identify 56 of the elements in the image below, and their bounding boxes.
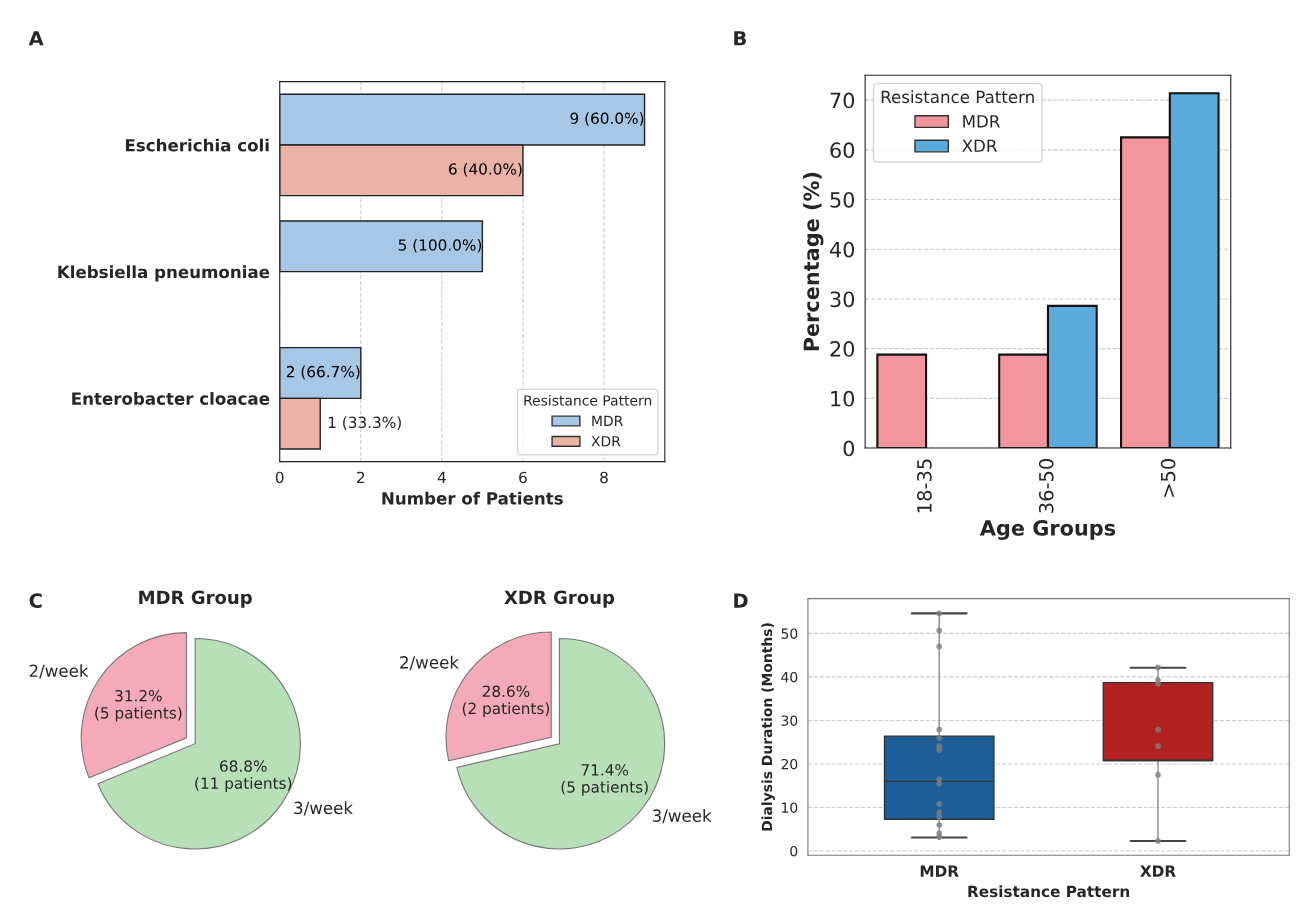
x-tick-label: 6 — [519, 471, 527, 484]
bar — [876, 353, 928, 449]
y-tick-label: 10 — [831, 390, 855, 407]
y-tick-label: 10 — [782, 802, 798, 813]
legend-label: XDR — [962, 139, 997, 152]
x-axis-title: Resistance Pattern — [968, 885, 1130, 898]
data-label: 68.8% (11 patients) — [195, 760, 292, 792]
data-label: 5 (100.0%) — [398, 238, 482, 253]
x-tick-label: 2 — [357, 471, 365, 483]
data-label: 6 (40.0%) — [448, 162, 522, 177]
legend-label: MDR — [592, 415, 623, 426]
text: A — [28, 31, 44, 46]
legend-label: XDR — [591, 436, 621, 447]
x-tick-label: 8 — [600, 471, 608, 484]
slice-label: 3/week — [652, 809, 712, 824]
y-tick-label: 20 — [781, 758, 798, 770]
y-tick-label: 40 — [829, 241, 855, 258]
data-label: 31.2% (5 patients) — [95, 689, 182, 722]
data-label: 9 (60.0%) — [570, 112, 644, 126]
y-tick-label: Enterobacter cloacae — [72, 391, 270, 405]
y-tick-label: 0 — [843, 440, 855, 457]
data-label: 71.4% (5 patients) — [561, 764, 648, 796]
y-tick-label: 70 — [830, 92, 855, 109]
data-label: 28.6% (2 patients) — [462, 685, 550, 718]
data-label: 2 (66.7%) — [286, 365, 360, 380]
x-tick-label: >50 — [1160, 459, 1176, 497]
y-tick-label: 50 — [781, 628, 798, 639]
y-tick-label: 30 — [830, 291, 855, 308]
x-tick-label: 0 — [275, 471, 284, 484]
slice-label: 2/week — [29, 664, 89, 679]
slice-label: 3/week — [294, 801, 353, 816]
y-axis-title: Percentage (%) — [803, 172, 824, 351]
text: D — [734, 593, 748, 608]
y-tick-label: 60 — [830, 142, 855, 159]
legend-title: Resistance Pattern — [881, 90, 1034, 104]
x-tick-label: 36-50 — [1038, 459, 1054, 513]
x-axis-title: Age Groups — [979, 520, 1116, 540]
y-tick-label: 50 — [830, 191, 855, 208]
y-axis-title: Dialysis Duration (Months) — [761, 623, 775, 831]
slice-label: 2/week — [400, 655, 459, 670]
x-tick-label: 18-35 — [917, 459, 932, 513]
data-label: 1 (33.3%) — [328, 416, 401, 430]
x-tick-label: 4 — [437, 471, 446, 483]
y-tick-label: 40 — [781, 671, 798, 683]
legend-title: Resistance Pattern — [524, 394, 652, 406]
y-tick-label: 30 — [781, 715, 798, 726]
y-tick-label: 20 — [830, 341, 855, 357]
y-tick-label: Klebsiella pneumoniae — [58, 265, 270, 282]
chart-title: XDR Group — [504, 590, 615, 608]
x-axis-title: Number of Patients — [382, 491, 563, 505]
text: B — [734, 31, 746, 46]
text: C — [29, 593, 42, 608]
y-tick-label: Escherichia coli — [125, 138, 269, 152]
chart-title: MDR Group — [139, 590, 252, 608]
y-tick-label: 0 — [790, 845, 798, 857]
legend-label: MDR — [963, 115, 1000, 128]
